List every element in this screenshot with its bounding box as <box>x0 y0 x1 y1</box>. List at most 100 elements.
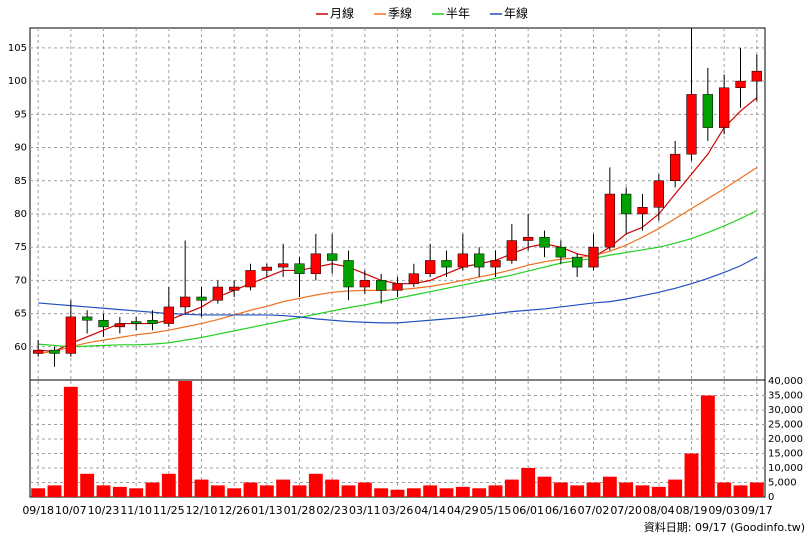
volume-bar <box>80 473 95 497</box>
volume-bar <box>586 482 601 497</box>
candle-body <box>212 286 223 301</box>
x-tick-label: 12/10 <box>186 504 218 517</box>
y-tick-label: 90 <box>14 143 27 154</box>
y-tick-label: 70 <box>14 275 27 286</box>
candle-body <box>261 266 272 271</box>
volume-bar <box>619 482 634 497</box>
candle-body <box>294 263 305 274</box>
candle-body <box>572 256 583 268</box>
volume-bar <box>439 488 454 497</box>
volume-bar <box>145 482 160 497</box>
candle-body <box>359 280 370 288</box>
volume-bar <box>374 488 389 497</box>
y-tick-label: 80 <box>14 209 27 220</box>
y-tick-label: 60 <box>14 342 27 353</box>
volume-bar <box>259 485 274 497</box>
volume-bar <box>733 485 748 497</box>
volume-bar <box>47 485 62 497</box>
candle-body <box>131 321 142 324</box>
candle-body <box>735 80 746 89</box>
volume-bar <box>96 485 111 497</box>
volume-bar <box>406 488 421 497</box>
source-note: 資料日期: 09/17 (Goodinfo.tw) <box>644 520 805 534</box>
x-tick-label: 02/23 <box>316 504 348 517</box>
x-tick-label: 05/15 <box>480 504 512 517</box>
volume-bar <box>537 476 552 497</box>
x-tick-label: 07/20 <box>610 504 642 517</box>
x-tick-label: 11/25 <box>153 504 185 517</box>
candle-body <box>196 296 207 301</box>
x-tick-label: 04/14 <box>414 504 446 517</box>
x-tick-label: 07/02 <box>578 504 610 517</box>
candle-body <box>441 260 452 268</box>
volume-bar <box>161 473 176 497</box>
candle-body <box>245 270 256 288</box>
y-tick-label: 75 <box>14 242 27 253</box>
x-tick-label: 01/13 <box>251 504 283 517</box>
x-tick-label: 09/17 <box>741 504 773 517</box>
candle-body <box>653 180 664 208</box>
volume-bar <box>357 482 372 497</box>
candle-body <box>82 316 93 321</box>
candle-body <box>180 296 191 308</box>
volume-bar <box>700 395 715 497</box>
x-tick-label: 03/26 <box>382 504 414 517</box>
candle-body <box>670 153 681 182</box>
x-tick-label: 09/18 <box>22 504 54 517</box>
volume-bar <box>276 479 291 497</box>
y-tick-label: 15,000 <box>768 449 803 460</box>
candle-body <box>327 253 338 261</box>
candle-body <box>539 236 550 248</box>
volume-bar <box>178 381 193 497</box>
volume-bar <box>292 485 307 497</box>
candle-body <box>425 260 436 274</box>
y-tick-label: 5,000 <box>768 478 797 489</box>
volume-bar <box>651 486 666 497</box>
volume-bar <box>570 485 585 497</box>
x-tick-label: 01/28 <box>284 504 316 517</box>
volume-bar <box>325 479 340 497</box>
candle-body <box>408 273 419 284</box>
x-tick-label: 08/04 <box>643 504 675 517</box>
volume-bar <box>455 486 470 497</box>
y-tick-label: 35,000 <box>768 391 803 402</box>
ma-line <box>38 210 758 348</box>
candle-body <box>506 240 517 261</box>
volume-bar <box>390 489 405 497</box>
x-tick-label: 10/23 <box>88 504 120 517</box>
legend-label: 季線 <box>388 6 412 21</box>
candle-body <box>65 316 76 354</box>
candle-body <box>163 306 174 324</box>
candle-body <box>604 193 615 248</box>
candle-body <box>702 94 713 128</box>
y-tick-label: 10,000 <box>768 463 803 474</box>
candle-body <box>343 260 354 288</box>
candle-body <box>229 286 240 291</box>
volume-bar <box>488 485 503 497</box>
y-tick-label: 20,000 <box>768 434 803 445</box>
candle-body <box>392 283 403 291</box>
y-tick-label: 95 <box>14 109 27 120</box>
x-tick-label: 04/29 <box>447 504 479 517</box>
y-tick-label: 105 <box>8 43 27 54</box>
legend-label: 月線 <box>330 6 354 21</box>
volume-bar <box>341 485 356 497</box>
candle-body <box>555 246 566 258</box>
x-tick-label: 09/03 <box>708 504 740 517</box>
candle-body <box>751 70 762 82</box>
legend-label: 年線 <box>504 6 528 21</box>
candle-body <box>474 253 485 268</box>
volume-bar <box>243 482 258 497</box>
volume-bar <box>635 485 650 497</box>
volume-bar <box>63 386 78 497</box>
volume-bar <box>553 482 568 497</box>
x-tick-label: 03/11 <box>349 504 381 517</box>
volume-bar <box>717 482 732 497</box>
legend-label: 半年 <box>446 7 470 21</box>
volume-bar <box>602 476 617 497</box>
volume-bar <box>227 488 242 497</box>
candle-body <box>278 263 289 268</box>
x-tick-label: 10/07 <box>55 504 87 517</box>
volume-bar <box>749 482 764 497</box>
